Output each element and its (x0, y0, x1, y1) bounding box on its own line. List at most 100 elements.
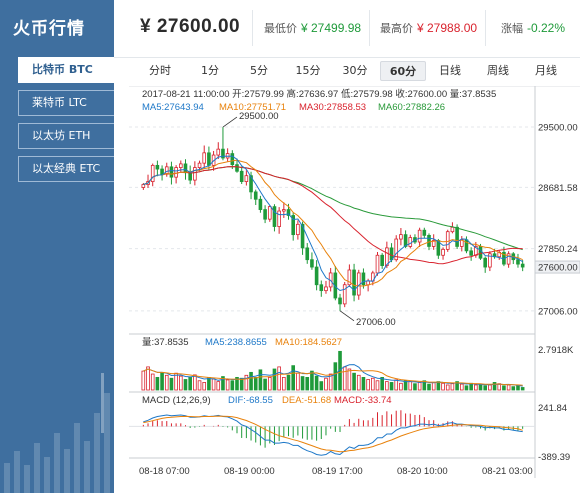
x-tick-label: 08-21 03:00 (482, 466, 533, 477)
sidebar-item-btc[interactable]: 比特币 BTC (18, 57, 114, 83)
ma30-label: MA30:27858.53 (299, 102, 366, 113)
tab-weekly[interactable]: 周线 (487, 64, 509, 77)
volume-bar (399, 382, 403, 391)
candle-down (263, 209, 267, 220)
volume-bar (300, 376, 305, 391)
volume-bar (314, 375, 319, 391)
divider (485, 10, 486, 46)
kline-chart-svg[interactable]: 2017-08-21 11:00:00 开:27579.99 高:27636.9… (129, 86, 580, 493)
candle-down (160, 168, 164, 175)
change-stat: 涨幅 -0.22% (501, 20, 565, 36)
candle-down (221, 148, 225, 159)
volume-bar (150, 373, 155, 391)
candle-down (469, 250, 473, 256)
candle-up (441, 248, 445, 256)
candle-up (488, 253, 492, 268)
volume-bar (207, 376, 211, 391)
candle-down (253, 191, 258, 200)
volume-bar (333, 362, 338, 391)
volume-bar (188, 376, 192, 391)
change-value: -0.22% (527, 21, 566, 35)
tab-monthly[interactable]: 月线 (535, 64, 557, 77)
volume-bar (422, 380, 427, 391)
volume-bar (239, 377, 244, 391)
candle-down (478, 246, 483, 259)
volume-bar (502, 385, 506, 391)
volume-bar (370, 377, 375, 391)
ohlc-info: 2017-08-21 11:00:00 开:27579.99 高:27636.9… (142, 88, 496, 100)
ma5-line (143, 155, 523, 292)
high-price-label: 最高价 (380, 22, 413, 35)
tab-timeline[interactable]: 分时 (149, 64, 171, 77)
candle-up (150, 164, 155, 182)
tab-30min[interactable]: 30分 (342, 64, 368, 77)
volume-tick-label: 2.7918K (538, 345, 574, 356)
volume-bar (253, 376, 258, 391)
volume-bar (169, 377, 174, 391)
candle-down (352, 269, 356, 296)
volume-bar (296, 372, 300, 391)
volume-bar (488, 384, 492, 391)
macd-dea-line (143, 415, 523, 453)
macd-value-label: MACD:-33.74 (334, 395, 392, 406)
volume-bar (258, 369, 263, 391)
volume-label: 量:37.8535 (142, 337, 188, 348)
volume-bar (389, 382, 394, 391)
sidebar-item-etc[interactable]: 以太经典 ETC (18, 156, 114, 182)
macd-dif-line (143, 414, 523, 456)
volume-bar (324, 377, 328, 391)
volume-bar (277, 366, 281, 391)
candle-up (417, 229, 422, 243)
candle-down (389, 247, 394, 261)
tab-15min[interactable]: 15分 (295, 64, 321, 77)
candle-up (282, 209, 286, 212)
low-price-value: ¥ 27499.98 (301, 21, 362, 35)
current-price-tag (534, 260, 580, 274)
high-marker-line (222, 116, 238, 128)
volume-bar (164, 374, 169, 391)
candle-up (399, 234, 403, 240)
candle-up (324, 286, 328, 292)
volume-bar (408, 381, 413, 391)
tab-1min[interactable]: 1分 (201, 64, 219, 77)
volume-bar (506, 384, 511, 391)
tab-daily[interactable]: 日线 (439, 64, 461, 77)
volume-bar (272, 368, 277, 391)
candle-down (235, 164, 239, 172)
y-tick-label: 27006.00 (538, 306, 578, 317)
candle-down (516, 259, 520, 265)
candle-down (380, 254, 384, 266)
volume-bar (183, 379, 188, 391)
candle-down (249, 175, 253, 193)
volume-bar (520, 387, 525, 391)
candle-down (230, 153, 235, 166)
sidebar-item-eth[interactable]: 以太坊 ETH (18, 123, 114, 149)
volume-bar (375, 380, 380, 391)
sidebar-item-ltc[interactable]: 莱特币 LTC (18, 90, 114, 116)
volume-bar (146, 366, 150, 391)
candle-up (431, 240, 436, 247)
candle-down (483, 257, 488, 268)
candle-up (450, 226, 455, 233)
volume-bar (202, 382, 207, 391)
kline-chart: 2017-08-21 11:00:00 开:27579.99 高:27636.9… (129, 86, 580, 493)
high-price-stat: 最高价 ¥ 27988.00 (380, 20, 477, 36)
candle-down (207, 152, 211, 166)
candle-down (455, 226, 459, 247)
volume-bar (310, 370, 314, 391)
volume-bar (230, 380, 235, 391)
volume-bar (328, 373, 333, 391)
volume-bar (352, 372, 356, 391)
tab-60min[interactable]: 60分 (380, 61, 426, 81)
volume-bar (249, 371, 253, 391)
tab-5min[interactable]: 5分 (250, 64, 268, 77)
candle-up (164, 166, 169, 175)
macd-dea-label: DEA:-51.68 (282, 395, 331, 406)
volume-bar (347, 368, 352, 391)
volume-bar (483, 385, 488, 391)
candle-up (216, 148, 221, 156)
period-tabs: 分时 1分 5分 15分 30分 60分 日线 周线 月线 (114, 59, 580, 83)
volume-bar (267, 376, 272, 391)
volume-bar (464, 385, 469, 391)
volume-bar (413, 383, 417, 391)
